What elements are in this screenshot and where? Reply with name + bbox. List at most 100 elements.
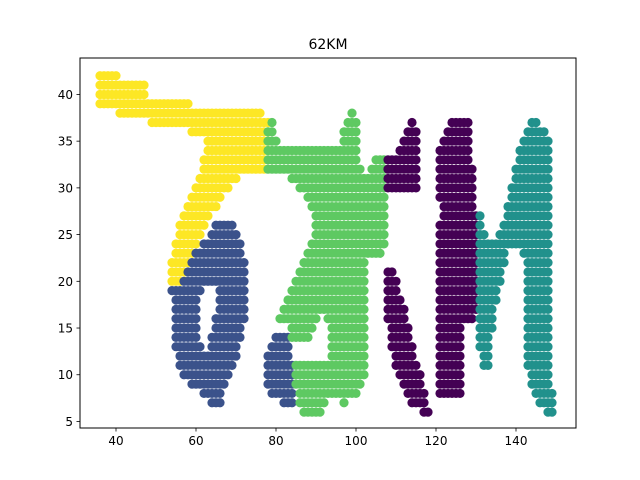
scatter-point	[231, 351, 241, 361]
scatter-point	[347, 108, 357, 118]
scatter-point	[223, 370, 233, 380]
scatter-point	[351, 155, 361, 165]
scatter-point	[407, 117, 417, 128]
scatter-point	[211, 201, 221, 212]
scatter-point	[287, 388, 297, 399]
scatter-point	[455, 360, 465, 370]
scatter-point	[359, 323, 369, 333]
scatter-point	[543, 332, 553, 342]
scatter-point	[475, 211, 485, 221]
scatter-point	[387, 267, 397, 277]
scatter-point	[359, 370, 369, 380]
x-tick-label: 60	[188, 434, 203, 448]
scatter-point	[467, 164, 477, 174]
scatter-point	[543, 173, 553, 184]
scatter-point	[379, 201, 389, 212]
scatter-point	[239, 295, 249, 305]
scatter-point	[495, 276, 505, 286]
scatter-point	[411, 155, 421, 165]
scatter-point	[235, 239, 245, 249]
scatter-point	[403, 332, 413, 342]
scatter-point	[399, 304, 409, 314]
points-layer	[95, 71, 557, 417]
scatter-point	[543, 323, 553, 333]
scatter-point	[543, 136, 553, 146]
cluster-darkblue-6-stroke	[167, 220, 297, 408]
scatter-point	[375, 248, 385, 258]
scatter-point	[487, 323, 497, 333]
scatter-point	[455, 323, 465, 333]
scatter-point	[411, 360, 421, 370]
y-tick-label: 5	[65, 415, 73, 429]
scatter-point	[231, 173, 241, 184]
scatter-point	[411, 145, 421, 156]
scatter-point	[455, 370, 465, 380]
scatter-point	[191, 332, 201, 342]
scatter-point	[255, 108, 265, 118]
scatter-point	[359, 314, 369, 324]
scatter-point	[483, 351, 493, 361]
scatter-point	[239, 314, 249, 324]
scatter-point	[359, 304, 369, 314]
scatter-point	[543, 276, 553, 286]
scatter-point	[547, 398, 557, 408]
scatter-point	[391, 286, 401, 296]
scatter-point	[543, 211, 553, 221]
scatter-point	[543, 304, 553, 314]
scatter-point	[359, 295, 369, 305]
scatter-point	[351, 388, 361, 399]
scatter-point	[239, 304, 249, 314]
scatter-point	[543, 192, 553, 202]
scatter-point	[351, 117, 361, 128]
scatter-point	[419, 388, 429, 399]
scatter-point	[111, 71, 121, 81]
scatter-point	[543, 258, 553, 268]
scatter-point	[543, 248, 553, 258]
scatter-point	[303, 332, 313, 342]
scatter-point	[191, 239, 201, 249]
scatter-point	[543, 351, 553, 361]
scatter-point	[531, 117, 541, 128]
chart-title: 62KM	[308, 37, 347, 53]
scatter-point	[319, 398, 329, 408]
scatter-point	[543, 370, 553, 380]
scatter-point	[379, 192, 389, 202]
x-tick-label: 100	[345, 434, 368, 448]
scatter-point	[195, 229, 205, 240]
y-tick-label: 25	[58, 228, 73, 242]
scatter-point	[491, 295, 501, 305]
scatter-point	[543, 155, 553, 165]
x-axis-ticks: 40 60 80 100 120 140	[108, 428, 527, 448]
scatter-point	[283, 342, 293, 352]
scatter-point	[239, 267, 249, 277]
scatter-point	[223, 183, 233, 193]
scatter-point	[359, 276, 369, 286]
scatter-point	[235, 332, 245, 342]
x-tick-label: 120	[425, 434, 448, 448]
scatter-point	[543, 379, 553, 389]
scatter-point	[467, 173, 477, 184]
scatter-point	[139, 80, 149, 90]
scatter-point	[467, 192, 477, 202]
scatter-point	[467, 314, 477, 324]
scatter-point	[235, 323, 245, 333]
scatter-point	[463, 136, 473, 146]
scatter-point	[455, 351, 465, 361]
scatter-point	[359, 360, 369, 370]
scatter-point	[543, 220, 553, 230]
scatter-point	[359, 286, 369, 296]
scatter-point	[191, 295, 201, 305]
scatter-point	[199, 220, 209, 230]
scatter-point	[311, 314, 321, 324]
scatter-point	[191, 323, 201, 333]
scatter-point	[487, 314, 497, 324]
scatter-point	[543, 183, 553, 193]
scatter-point	[395, 295, 405, 305]
scatter-point	[339, 398, 349, 408]
scatter-point	[203, 211, 213, 221]
scatter-point	[407, 342, 417, 352]
y-tick-label: 40	[58, 88, 73, 102]
scatter-point	[183, 99, 193, 109]
scatter-point	[467, 183, 477, 193]
